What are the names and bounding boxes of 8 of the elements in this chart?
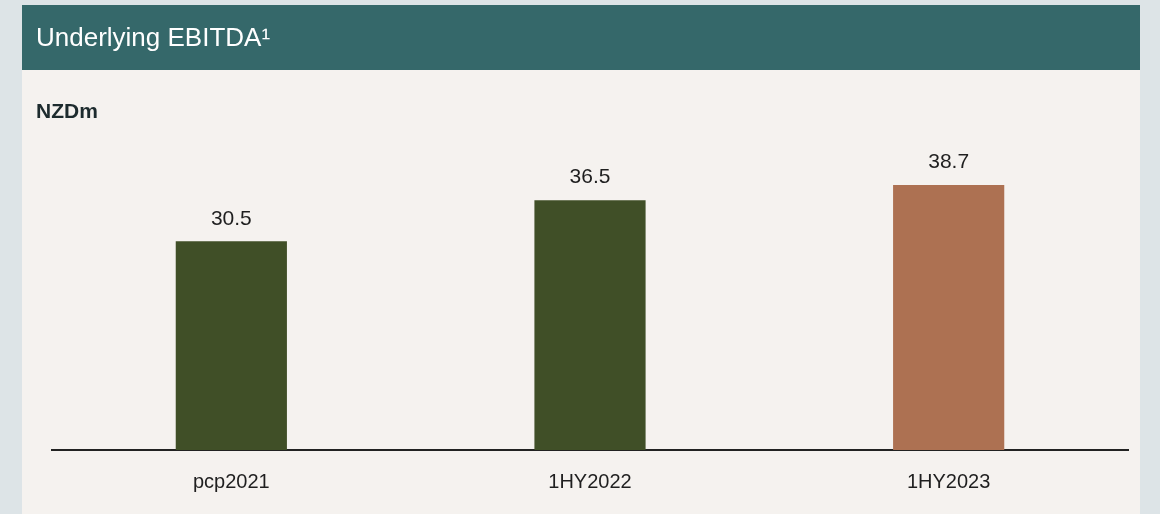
y-axis-title: NZDm [36, 99, 98, 123]
data-label: 36.5 [569, 164, 611, 188]
chart-title: Underlying EBITDA¹ [22, 5, 1140, 70]
data-label: 38.7 [928, 149, 970, 173]
x-tick-label: 1HY2023 [906, 469, 991, 492]
x-tick-label: pcp2021 [192, 469, 270, 492]
data-label: 30.5 [210, 205, 252, 229]
x-tick-label: 1HY2022 [548, 469, 632, 492]
